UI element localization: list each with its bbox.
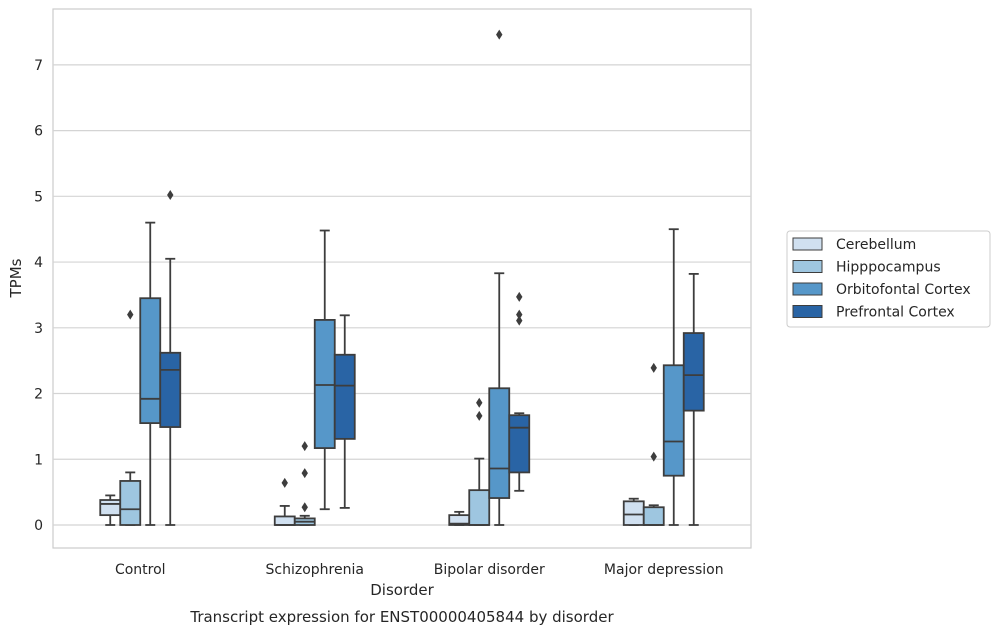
box-group bbox=[273, 477, 296, 526]
box-iqr bbox=[159, 351, 182, 428]
box-iqr bbox=[622, 500, 645, 526]
legend: Cerebellum Hipppocampus Orbitofontal Corte… bbox=[786, 230, 991, 328]
legend-item: Orbitofontal Cortex bbox=[792, 282, 971, 298]
y-tick-label: 3 bbox=[34, 321, 43, 337]
box-group bbox=[662, 228, 685, 526]
box-iqr bbox=[139, 297, 162, 425]
box-iqr bbox=[313, 319, 336, 449]
box-iqr bbox=[508, 414, 531, 474]
outlier-point bbox=[476, 397, 483, 408]
legend-item: Prefrontal Cortex bbox=[792, 305, 955, 321]
y-tick-label: 4 bbox=[34, 255, 43, 271]
y-tick-labels: 0 1 2 3 4 5 6 7 bbox=[34, 58, 43, 534]
y-tick-label: 7 bbox=[34, 58, 43, 74]
x-tick-label: Schizophrenia bbox=[266, 562, 364, 578]
outlier-point bbox=[516, 315, 523, 326]
outlier-point bbox=[301, 502, 308, 513]
box-iqr bbox=[642, 506, 665, 526]
x-tick-labels: Control Schizophrenia Bipolar disorder Majo… bbox=[115, 562, 724, 578]
chart-caption: Transcript expression for ENST0000040584… bbox=[189, 608, 614, 626]
box-series bbox=[159, 190, 705, 526]
y-tick-label: 0 bbox=[34, 518, 43, 534]
legend-label: Orbitofontal Cortex bbox=[836, 282, 971, 298]
box-iqr bbox=[333, 353, 356, 440]
y-tick-label: 6 bbox=[34, 124, 43, 140]
box-group bbox=[119, 309, 142, 526]
x-tick-label: Control bbox=[115, 562, 166, 578]
box-series bbox=[99, 477, 645, 526]
box-group bbox=[682, 272, 705, 526]
legend-items: Cerebellum Hipppocampus Orbitofontal Corte… bbox=[792, 237, 971, 321]
box-series bbox=[139, 29, 685, 526]
outlier-point bbox=[301, 441, 308, 452]
box-iqr bbox=[99, 499, 122, 517]
box-series-layer bbox=[99, 29, 705, 526]
x-axis-label: Disorder bbox=[370, 581, 434, 599]
y-tick-label: 1 bbox=[34, 452, 43, 468]
legend-swatch bbox=[792, 305, 823, 318]
box-group bbox=[333, 314, 356, 509]
box-group bbox=[508, 291, 531, 492]
outlier-point bbox=[516, 291, 523, 302]
y-tick-label: 5 bbox=[34, 189, 43, 205]
outlier-point bbox=[496, 29, 503, 40]
box-group bbox=[159, 190, 182, 526]
box-iqr bbox=[662, 364, 685, 477]
y-tick-label: 2 bbox=[34, 387, 43, 403]
outlier-point bbox=[650, 362, 657, 373]
box-group bbox=[642, 362, 665, 526]
box-series bbox=[119, 309, 665, 526]
box-iqr bbox=[488, 387, 511, 499]
outlier-point bbox=[167, 190, 174, 201]
legend-label: Prefrontal Cortex bbox=[836, 305, 955, 321]
legend-label: Hipppocampus bbox=[836, 260, 941, 276]
box-group bbox=[488, 29, 511, 526]
x-tick-label: Major depression bbox=[604, 562, 724, 578]
outlier-point bbox=[476, 410, 483, 421]
x-tick-label: Bipolar disorder bbox=[434, 562, 545, 578]
legend-swatch bbox=[792, 260, 823, 273]
outlier-point bbox=[650, 451, 657, 462]
outlier-point bbox=[516, 309, 523, 320]
legend-label: Cerebellum bbox=[836, 237, 916, 253]
box-iqr bbox=[273, 515, 296, 526]
outlier-point bbox=[281, 477, 288, 488]
box-group bbox=[293, 441, 316, 526]
box-group bbox=[468, 397, 491, 526]
legend-frame bbox=[786, 230, 991, 328]
legend-swatch bbox=[792, 237, 823, 251]
box-group bbox=[622, 497, 645, 526]
box-iqr bbox=[682, 332, 705, 412]
outlier-point bbox=[301, 468, 308, 479]
outlier-point bbox=[127, 309, 134, 320]
y-axis-label: TPMs bbox=[7, 258, 25, 298]
legend-item: Hipppocampus bbox=[792, 260, 941, 276]
legend-swatch bbox=[792, 282, 823, 296]
box-iqr bbox=[468, 489, 491, 526]
legend-item: Cerebellum bbox=[792, 237, 916, 253]
box-group bbox=[99, 494, 122, 526]
plot-area bbox=[52, 8, 752, 549]
box-iqr bbox=[119, 480, 142, 526]
